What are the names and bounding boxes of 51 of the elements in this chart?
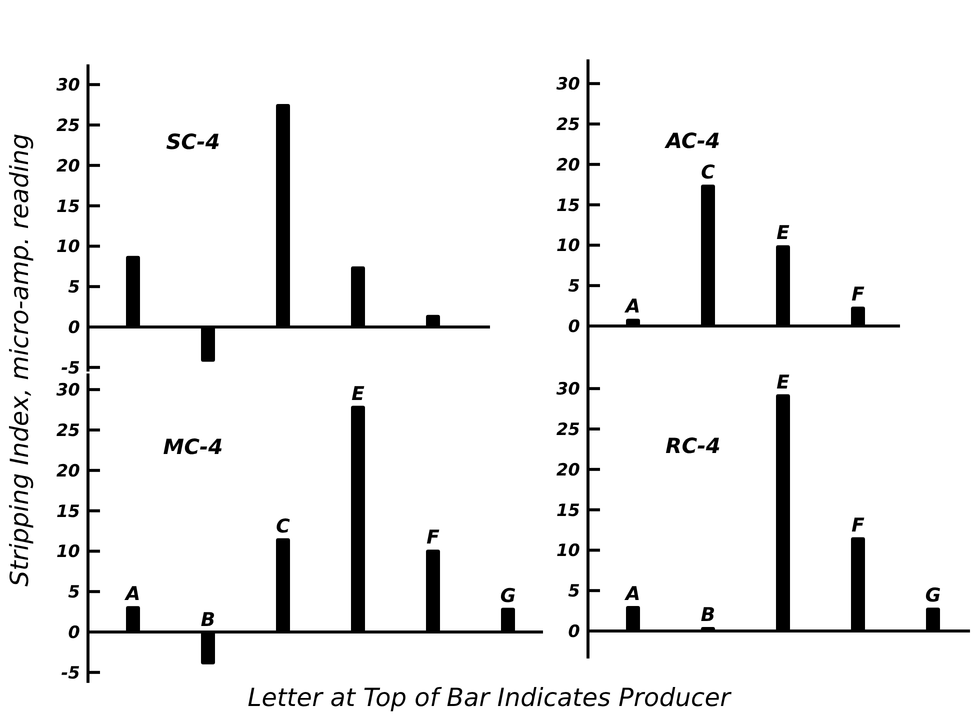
x-tick-label: C [276, 515, 290, 538]
x-tick-label: G [925, 584, 941, 607]
y-tick-label: 25 [56, 420, 80, 441]
x-tick-label: F [852, 514, 865, 536]
y-tick-label: 25 [556, 420, 580, 440]
y-tick-label: 30 [556, 74, 580, 95]
y-tick-label: 10 [556, 541, 580, 562]
y-tick-label: -5 [61, 358, 80, 378]
y-tick-label: 10 [56, 542, 80, 562]
x-axis-title: Letter at Top of Bar Indicates Producer [248, 683, 732, 712]
x-tick-label: B [200, 609, 216, 631]
text: SC-4 [166, 130, 220, 154]
y-tick-label: 15 [56, 196, 80, 217]
y-tick-label: 20 [556, 155, 580, 176]
text: MC-4 [163, 435, 223, 460]
y-tick-label: 5 [68, 278, 80, 298]
y-tick-label: 5 [568, 582, 580, 602]
y-tick-label: 25 [556, 114, 580, 135]
x-tick-label: C [701, 162, 716, 184]
y-tick-label: 20 [556, 460, 580, 480]
x-tick-label: F [852, 284, 865, 306]
x-tick-label: E [352, 382, 365, 405]
x-tick-label: A [624, 296, 640, 318]
y-tick-label: 25 [56, 116, 80, 136]
y-tick-label: -5 [61, 663, 80, 684]
x-tick-label: A [124, 583, 140, 606]
text: RC-4 [666, 434, 720, 458]
y-tick-label: 5 [568, 276, 580, 297]
y-tick-label: 0 [568, 622, 580, 642]
y-tick-label: 0 [68, 622, 80, 643]
y-tick-label: 30 [556, 380, 580, 400]
y-tick-label: 30 [56, 76, 80, 96]
y-tick-label: 10 [56, 237, 80, 258]
x-tick-label: G [500, 584, 516, 607]
y-tick-label: 15 [556, 500, 580, 521]
y-tick-label: 20 [56, 156, 80, 176]
text: AC-4 [664, 129, 720, 154]
y-tick-label: 15 [56, 502, 80, 522]
x-tick-label: A [624, 582, 640, 605]
y-tick-label: 20 [56, 461, 80, 482]
y-tick-label: 5 [68, 582, 80, 603]
y-tick-label: 0 [568, 316, 580, 337]
y-tick-label: 15 [556, 196, 580, 216]
x-tick-label: B [700, 604, 716, 626]
y-tick-label: 10 [556, 236, 580, 256]
x-tick-label: E [776, 222, 790, 244]
y-tick-label: 30 [56, 380, 80, 401]
x-tick-label: F [426, 526, 440, 549]
x-tick-label: E [776, 371, 790, 394]
y-tick-label: 0 [68, 318, 80, 338]
y-axis-title: Stripping Index, micro-amp. reading [5, 134, 34, 586]
